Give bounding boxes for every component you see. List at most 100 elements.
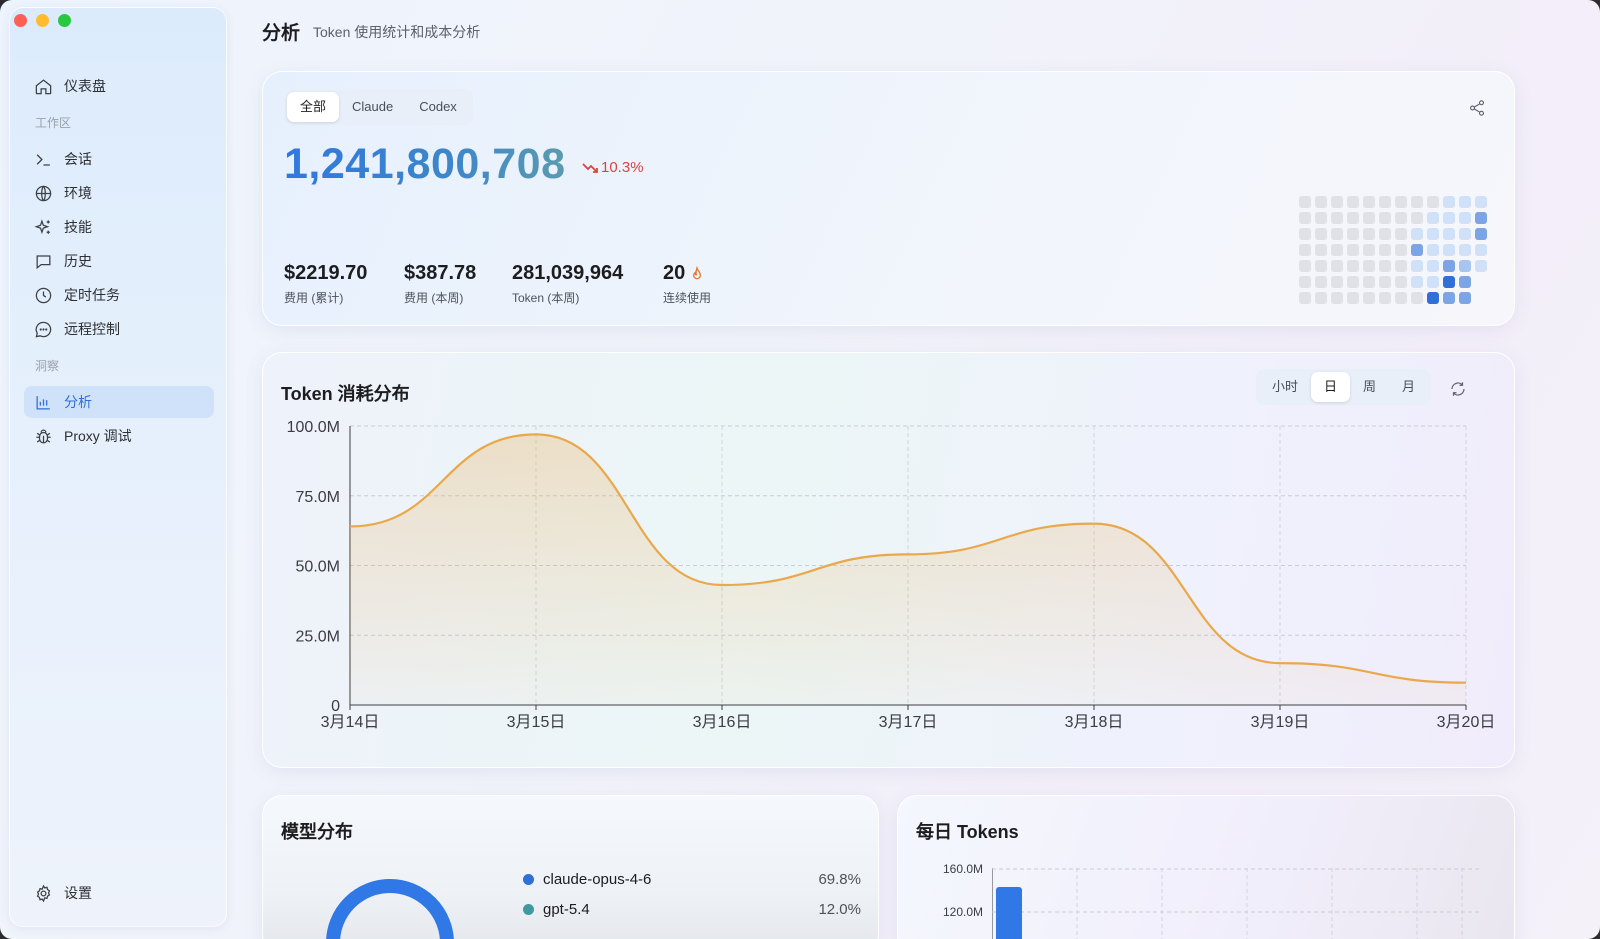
sidebar-item-label: 会话 — [64, 151, 92, 167]
y-tick-label: 120.0M — [943, 905, 984, 919]
sidebar-item-settings[interactable]: 设置 — [24, 877, 214, 909]
heatmap-cell — [1299, 244, 1311, 256]
heatmap-cell — [1427, 260, 1439, 272]
heatmap-cell — [1363, 260, 1375, 272]
heatmap-cell — [1443, 276, 1455, 288]
window-controls — [14, 14, 71, 27]
daily-bar — [996, 887, 1022, 939]
sidebar-item-dashboard[interactable]: 仪表盘 — [24, 70, 214, 102]
stat-value: 281,039,964 — [512, 262, 624, 284]
heatmap-cell — [1299, 212, 1311, 224]
legend-item: claude-opus-4-6 69.8% — [523, 871, 861, 888]
home-icon — [35, 78, 52, 94]
heatmap-cell — [1459, 244, 1471, 256]
heatmap-cell — [1427, 228, 1439, 240]
sidebar-item-label: 分析 — [64, 394, 92, 410]
heatmap-cell — [1299, 228, 1311, 240]
daily-tokens-card: 每日 Tokens 160.0M 120.0M — [897, 795, 1515, 939]
heatmap-cell — [1411, 212, 1423, 224]
tab-all[interactable]: 全部 — [287, 92, 340, 122]
sparkles-icon — [34, 218, 50, 234]
flame-icon — [693, 265, 702, 279]
stat-value: $2219.70 — [284, 262, 368, 284]
minimize-window-button[interactable] — [36, 14, 49, 27]
heatmap-cell — [1347, 260, 1359, 272]
heatmap-cell — [1395, 276, 1407, 288]
heatmap-cell — [1299, 260, 1311, 272]
heatmap-cell — [1459, 196, 1471, 208]
close-window-button[interactable] — [14, 14, 27, 27]
stat-value-row: 20 — [663, 262, 711, 285]
maximize-window-button[interactable] — [58, 14, 71, 27]
sidebar-item-scheduled-tasks[interactable]: 定时任务 — [24, 279, 214, 311]
stat-value: 20 — [663, 262, 686, 284]
sidebar-item-label: 仪表盘 — [64, 78, 106, 94]
tab-day[interactable]: 日 — [1311, 372, 1351, 402]
tab-week[interactable]: 周 — [1363, 379, 1377, 394]
heatmap-cell — [1347, 212, 1359, 224]
heatmap-cell — [1411, 244, 1423, 256]
stat-label: Token (本周) — [512, 291, 580, 305]
tab-hour[interactable]: 小时 — [1272, 379, 1299, 394]
tab-month[interactable]: 月 — [1402, 379, 1416, 394]
heatmap-cell — [1363, 212, 1375, 224]
y-tick-label: 50.0M — [296, 559, 340, 576]
heatmap-cell — [1443, 196, 1455, 208]
sidebar-item-analytics[interactable]: 分析 — [24, 386, 214, 418]
y-tick-label: 75.0M — [296, 489, 340, 506]
heatmap-cell — [1315, 292, 1327, 304]
section-label-insights: 洞察 — [35, 359, 60, 373]
y-tick-label: 0 — [331, 698, 340, 715]
heatmap-cell — [1363, 292, 1375, 304]
sidebar-item-label: 技能 — [64, 219, 92, 235]
share-icon[interactable] — [1468, 99, 1486, 117]
heatmap-cell — [1379, 212, 1391, 224]
x-tick-label: 3月18日 — [1065, 714, 1124, 731]
total-tokens-value: 1,241,800,708 — [284, 140, 566, 188]
tab-codex[interactable]: Codex — [419, 99, 457, 114]
message-square-icon — [36, 254, 51, 269]
heatmap-cell — [1331, 196, 1343, 208]
heatmap-cell — [1379, 228, 1391, 240]
heatmap-cell — [1395, 228, 1407, 240]
heatmap-cell — [1411, 260, 1423, 272]
heatmap-cell — [1363, 276, 1375, 288]
heatmap-cell — [1411, 196, 1423, 208]
model-donut-chart — [326, 879, 454, 939]
heatmap-cell — [1315, 260, 1327, 272]
refresh-icon[interactable] — [1449, 380, 1467, 398]
sidebar-item-label: Proxy 调试 — [64, 428, 132, 444]
heatmap-cell — [1475, 276, 1487, 288]
provider-tabs: 全部 Claude Codex — [284, 89, 473, 125]
heatmap-cell — [1411, 228, 1423, 240]
heatmap-cell — [1379, 196, 1391, 208]
legend-pct: 12.0% — [818, 901, 861, 918]
granularity-tabs: 小时 日 周 月 — [1256, 369, 1432, 405]
sidebar-item-environment[interactable]: 环境 — [24, 177, 214, 209]
x-tick-label: 3月20日 — [1437, 714, 1496, 731]
area-fill — [350, 434, 1466, 705]
heatmap-cell — [1443, 244, 1455, 256]
sidebar-item-history[interactable]: 历史 — [24, 245, 214, 277]
sidebar-item-label: 定时任务 — [64, 287, 120, 303]
heatmap-cell — [1331, 244, 1343, 256]
heatmap-cell — [1427, 244, 1439, 256]
stat-label: 连续使用 — [663, 291, 712, 305]
heatmap-cell — [1475, 292, 1487, 304]
heatmap-cell — [1459, 228, 1471, 240]
heatmap-cell — [1331, 292, 1343, 304]
heatmap-cell — [1443, 292, 1455, 304]
heatmap-cell — [1395, 260, 1407, 272]
sidebar-item-sessions[interactable]: 会话 — [24, 143, 214, 175]
sidebar-item-remote-control[interactable]: 远程控制 — [24, 313, 214, 345]
heatmap-cell — [1315, 228, 1327, 240]
stat-weekly-cost: $387.78 费用 (本周) — [404, 262, 476, 306]
heatmap-cell — [1395, 292, 1407, 304]
tab-claude[interactable]: Claude — [352, 99, 394, 114]
section-label-workspace: 工作区 — [35, 116, 72, 130]
daily-bar-chart — [992, 868, 1482, 939]
heatmap-cell — [1427, 292, 1439, 304]
heatmap-cell — [1299, 292, 1311, 304]
sidebar-item-proxy-debug[interactable]: Proxy 调试 — [24, 420, 214, 452]
sidebar-item-skills[interactable]: 技能 — [24, 211, 214, 243]
